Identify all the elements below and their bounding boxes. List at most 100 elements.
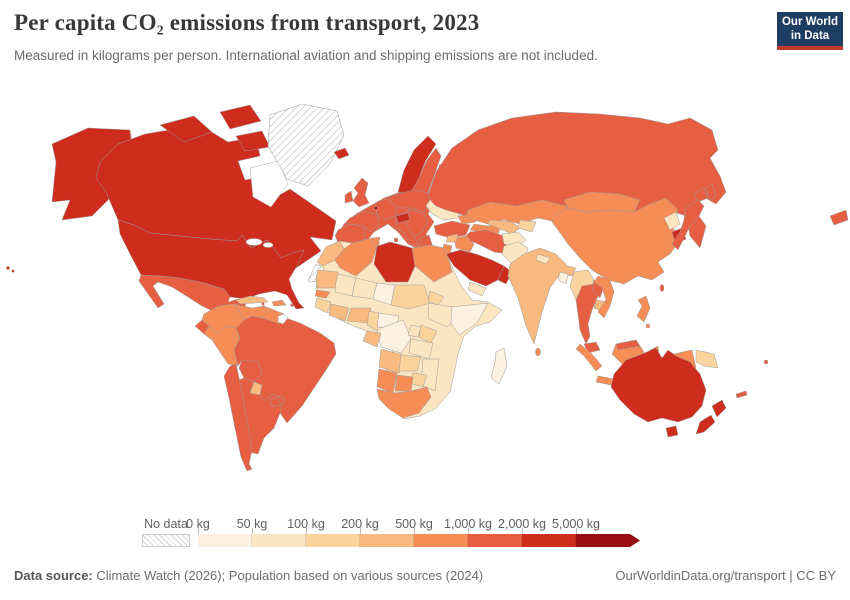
country-uganda[interactable]: [407, 324, 422, 338]
legend-tick-label: 1,000 kg: [444, 517, 492, 531]
country-china[interactable]: [551, 197, 681, 285]
country-cameroon[interactable]: [366, 310, 380, 332]
country-greenland[interactable]: [267, 103, 345, 187]
country-united-kingdom[interactable]: [352, 177, 370, 208]
legend-tick-mark: [360, 528, 361, 534]
country-angola[interactable]: [378, 348, 404, 374]
legend-bin-5[interactable]: [468, 534, 522, 547]
country-egypt[interactable]: [411, 244, 453, 283]
country-australia-tasmania[interactable]: [665, 425, 679, 438]
country-papua-new-guinea[interactable]: [695, 349, 719, 369]
country-france[interactable]: [345, 210, 380, 233]
country-algeria[interactable]: [334, 237, 378, 277]
country-australia[interactable]: [610, 347, 707, 423]
country-paraguay[interactable]: [249, 381, 263, 396]
country-bangladesh[interactable]: [557, 271, 569, 285]
country-taiwan[interactable]: [659, 284, 665, 292]
legend-tick-label: 100 kg: [287, 517, 325, 531]
country-russia-sakhalin[interactable]: [705, 183, 717, 201]
owid-logo-line2: in Data: [790, 30, 830, 42]
legend-bin-4[interactable]: [414, 534, 468, 547]
legend-tick-mark: [306, 528, 307, 534]
country-usa-hawaii[interactable]: [6, 266, 10, 270]
country-philippines-mindanao[interactable]: [645, 323, 651, 329]
legend-tick-label: 5,000 kg: [552, 517, 600, 531]
country-new-zealand-north[interactable]: [711, 399, 727, 418]
country-yemen[interactable]: [467, 281, 487, 297]
owid-logo[interactable]: Our World in Data: [777, 12, 843, 50]
country-fiji[interactable]: [763, 359, 769, 365]
country-ivory-coast-ghana[interactable]: [328, 303, 350, 322]
country-japan[interactable]: [671, 199, 705, 251]
country-south-africa[interactable]: [376, 386, 432, 419]
legend-bin-6[interactable]: [522, 534, 576, 547]
country-uruguay[interactable]: [269, 396, 282, 408]
country-vietnam[interactable]: [593, 275, 615, 319]
country-luxembourg[interactable]: [374, 206, 378, 210]
country-somalia[interactable]: [450, 302, 489, 336]
country-north-korea[interactable]: [663, 211, 681, 231]
country-sri-lanka[interactable]: [535, 347, 541, 357]
license-link[interactable]: OurWorldinData.org/transport | CC BY: [615, 568, 836, 583]
great-lakes: [245, 238, 263, 246]
country-usa-hawaii[interactable]: [11, 269, 15, 273]
country-trinidad[interactable]: [261, 302, 265, 306]
country-senegal[interactable]: [314, 289, 331, 299]
country-italy-sardinia[interactable]: [393, 237, 399, 243]
legend-tick-mark: [468, 528, 469, 534]
legend-bin-2[interactable]: [306, 534, 360, 547]
map-legend: No data 0 kg 50 kg 100 kg 200 kg 500 kg 1,000…: [0, 515, 850, 557]
country-poland-baltics[interactable]: [389, 189, 433, 213]
country-canada-arctic-islands[interactable]: [219, 104, 262, 130]
country-canada-arctic-islands[interactable]: [159, 115, 213, 143]
country-puerto-rico[interactable]: [290, 303, 294, 307]
owid-logo-line1: Our World: [781, 15, 838, 28]
country-malaysia-borneo[interactable]: [615, 339, 641, 351]
country-ireland[interactable]: [344, 190, 354, 204]
country-kyrgyzstan-tajikistan[interactable]: [517, 219, 537, 233]
country-philippines[interactable]: [636, 295, 651, 323]
country-iraq[interactable]: [453, 235, 475, 253]
country-chile[interactable]: [223, 363, 253, 472]
country-peru[interactable]: [203, 325, 241, 367]
country-drc[interactable]: [376, 319, 412, 354]
legend-bin-1[interactable]: [252, 534, 306, 547]
data-source-label: Data source:: [14, 568, 93, 583]
legend-bin-0[interactable]: [198, 534, 252, 547]
country-cuba[interactable]: [235, 295, 269, 305]
country-russia-far-east[interactable]: [829, 209, 849, 226]
legend-tick-label: 50 kg: [236, 517, 268, 531]
country-botswana[interactable]: [394, 374, 414, 392]
country-mali[interactable]: [334, 273, 357, 297]
country-japan-hokkaido[interactable]: [693, 187, 709, 203]
country-madagascar[interactable]: [490, 347, 508, 385]
country-guinea[interactable]: [314, 297, 332, 314]
country-indonesia-sumatra[interactable]: [575, 343, 603, 372]
legend-tick-mark: [522, 528, 523, 534]
country-kazakhstan[interactable]: [465, 199, 571, 225]
data-source-value: Climate Watch (2026); Population based o…: [92, 568, 484, 583]
country-new-zealand-south[interactable]: [695, 414, 716, 435]
country-hispaniola[interactable]: [271, 299, 287, 307]
chart-subtitle: Measured in kilograms per person. Intern…: [14, 48, 598, 63]
world-map: [6, 103, 849, 472]
country-iceland[interactable]: [333, 147, 350, 160]
country-sudan[interactable]: [390, 284, 431, 310]
legend-tick-mark: [414, 528, 415, 534]
country-french-guiana[interactable]: [277, 313, 289, 325]
country-turkey[interactable]: [433, 220, 471, 239]
country-syria[interactable]: [445, 233, 459, 243]
legend-tick-mark: [252, 528, 253, 534]
country-gabon-congo[interactable]: [362, 330, 382, 348]
legend-no-data-swatch[interactable]: [142, 534, 190, 547]
legend-tick-label: 2,000 kg: [498, 517, 546, 531]
country-zambia[interactable]: [398, 354, 422, 372]
country-austria-slovenia[interactable]: [395, 212, 411, 224]
legend-bin-7[interactable]: [576, 534, 640, 547]
country-nepal[interactable]: [535, 253, 551, 265]
country-new-caledonia[interactable]: [735, 390, 748, 399]
country-mauritania[interactable]: [315, 269, 339, 289]
legend-bin-3[interactable]: [360, 534, 414, 547]
great-lakes: [262, 242, 274, 248]
